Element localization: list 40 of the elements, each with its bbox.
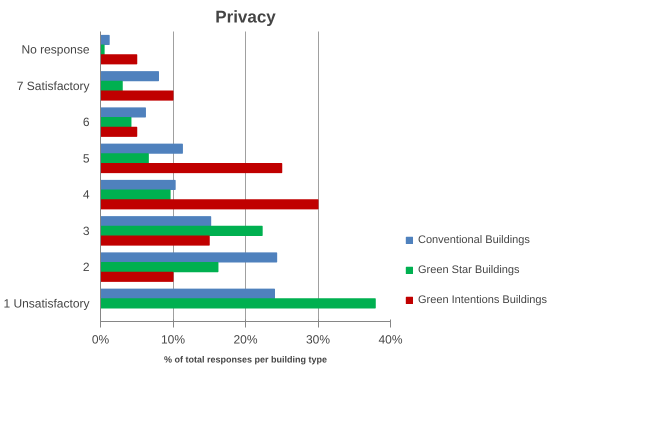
x-tick-label: 20% xyxy=(233,332,258,346)
bar xyxy=(100,235,210,246)
y-tick-label: 3 xyxy=(82,224,90,238)
bar xyxy=(100,107,146,118)
bar xyxy=(100,71,159,82)
y-tick-label: 6 xyxy=(82,115,90,130)
y-tick-label: 5 xyxy=(82,151,90,166)
y-tick-label: 4 xyxy=(82,188,90,202)
bar xyxy=(100,126,138,137)
bar xyxy=(100,180,176,190)
x-tick-label: 40% xyxy=(378,332,403,346)
y-tick-label: 1 Unsatisfactory xyxy=(3,296,90,310)
bar xyxy=(100,34,110,46)
bar xyxy=(100,117,132,128)
bar xyxy=(100,190,171,200)
legend-label: Green Intentions Buildings xyxy=(418,294,548,306)
bar xyxy=(100,54,138,64)
bar xyxy=(100,80,123,91)
chart-title: Privacy xyxy=(215,8,276,26)
y-tick-label: No response xyxy=(21,42,90,57)
x-tick-label: 0% xyxy=(92,332,110,346)
legend-label: Conventional Buildings xyxy=(418,234,530,246)
bar xyxy=(100,90,174,101)
bar xyxy=(100,252,278,263)
bar xyxy=(100,216,212,226)
bar xyxy=(100,153,149,164)
bar xyxy=(100,162,282,174)
bar xyxy=(100,262,218,272)
x-tick-label: 30% xyxy=(306,332,330,346)
bar xyxy=(100,272,174,282)
y-tick-label: 7 Satisfactory xyxy=(16,78,90,93)
bar xyxy=(100,144,183,154)
x-axis-title: % of total responses per building type xyxy=(164,354,328,364)
legend-label: Green Star Buildings xyxy=(418,264,520,276)
bar xyxy=(100,288,275,299)
y-tick-label: 2 xyxy=(82,260,90,274)
bar xyxy=(100,226,263,236)
x-tick-label: 10% xyxy=(160,332,186,346)
bar xyxy=(100,199,318,210)
bar xyxy=(100,298,376,308)
